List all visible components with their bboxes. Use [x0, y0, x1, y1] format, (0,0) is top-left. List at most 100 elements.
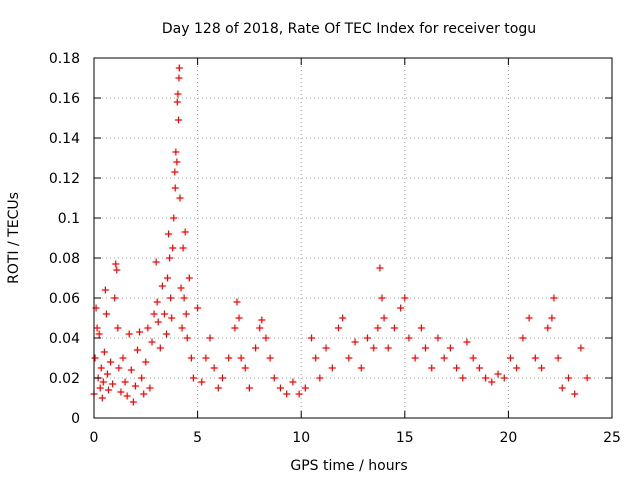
data-point	[114, 324, 122, 332]
data-point	[171, 168, 179, 176]
data-point	[513, 364, 521, 372]
data-point	[428, 364, 436, 372]
data-point	[146, 384, 154, 392]
data-point	[121, 378, 129, 386]
data-point	[113, 266, 121, 274]
data-point	[334, 324, 342, 332]
x-tick-labels: 0 5 10 15 20 25	[90, 430, 621, 446]
data-point	[100, 348, 108, 356]
data-point	[182, 310, 190, 318]
data-point	[548, 314, 556, 322]
data-point	[210, 364, 218, 372]
data-point	[101, 286, 109, 294]
data-point	[123, 392, 131, 400]
data-point	[183, 334, 191, 342]
data-point	[140, 390, 148, 398]
data-point	[422, 344, 430, 352]
data-point	[564, 374, 572, 382]
data-point	[295, 390, 303, 398]
data-point	[463, 338, 471, 346]
data-point	[158, 282, 166, 290]
data-point	[117, 388, 125, 396]
data-point	[506, 354, 514, 362]
data-point	[374, 324, 382, 332]
data-point	[99, 378, 107, 386]
data-point	[95, 330, 103, 338]
data-point	[125, 330, 133, 338]
data-point	[378, 294, 386, 302]
data-point	[153, 298, 161, 306]
data-point	[175, 116, 183, 124]
x-tick-label: 0	[90, 430, 99, 446]
x-tick-label: 10	[292, 430, 310, 446]
data-point	[276, 384, 284, 392]
data-point	[376, 264, 384, 272]
data-point	[142, 358, 150, 366]
data-point	[558, 384, 566, 392]
x-tick-label: 5	[193, 430, 202, 446]
data-point	[127, 366, 135, 374]
data-point	[245, 384, 253, 392]
data-point	[308, 334, 316, 342]
data-point	[187, 354, 195, 362]
data-point	[262, 334, 270, 342]
data-point	[494, 370, 502, 378]
data-point	[175, 64, 183, 72]
data-point	[112, 260, 120, 268]
data-point	[115, 364, 123, 372]
y-axis-label: ROTI / TECUs	[6, 192, 22, 284]
data-point	[550, 294, 558, 302]
data-point	[440, 354, 448, 362]
data-point	[181, 228, 189, 236]
data-point	[256, 324, 264, 332]
data-point	[525, 314, 533, 322]
y-tick-label: 0.02	[49, 371, 80, 387]
data-point	[488, 378, 496, 386]
data-point	[160, 310, 168, 318]
data-point	[225, 354, 233, 362]
data-point	[289, 378, 297, 386]
data-point	[93, 324, 101, 332]
data-point	[266, 354, 274, 362]
data-point	[129, 398, 137, 406]
data-point	[152, 258, 160, 266]
data-point	[171, 184, 179, 192]
data-point	[283, 390, 291, 398]
plot-frame	[93, 57, 613, 419]
data-point	[96, 384, 104, 392]
data-point	[109, 380, 117, 388]
data-point	[322, 344, 330, 352]
y-tick-label: 0.06	[49, 291, 80, 307]
data-point	[134, 346, 142, 354]
data-point	[500, 374, 508, 382]
data-points	[90, 64, 591, 406]
data-point	[148, 338, 156, 346]
data-point	[571, 390, 579, 398]
grid-lines	[94, 58, 612, 418]
data-point	[163, 330, 171, 338]
data-point	[583, 374, 591, 382]
data-point	[469, 354, 477, 362]
data-point	[173, 98, 181, 106]
data-point	[176, 194, 184, 202]
data-point	[194, 304, 202, 312]
data-point	[144, 324, 152, 332]
data-point	[345, 354, 353, 362]
data-point	[339, 314, 347, 322]
data-point	[102, 310, 110, 318]
data-point	[364, 334, 372, 342]
data-point	[156, 344, 164, 352]
data-point	[174, 90, 182, 98]
data-point	[164, 274, 172, 282]
data-point	[168, 314, 176, 322]
data-point	[258, 316, 266, 324]
data-point	[150, 310, 158, 318]
data-point	[119, 354, 127, 362]
data-point	[97, 364, 105, 372]
data-point	[312, 354, 320, 362]
data-point	[189, 374, 197, 382]
data-point	[98, 394, 106, 402]
data-point	[328, 364, 336, 372]
y-tick-label: 0	[71, 411, 80, 427]
